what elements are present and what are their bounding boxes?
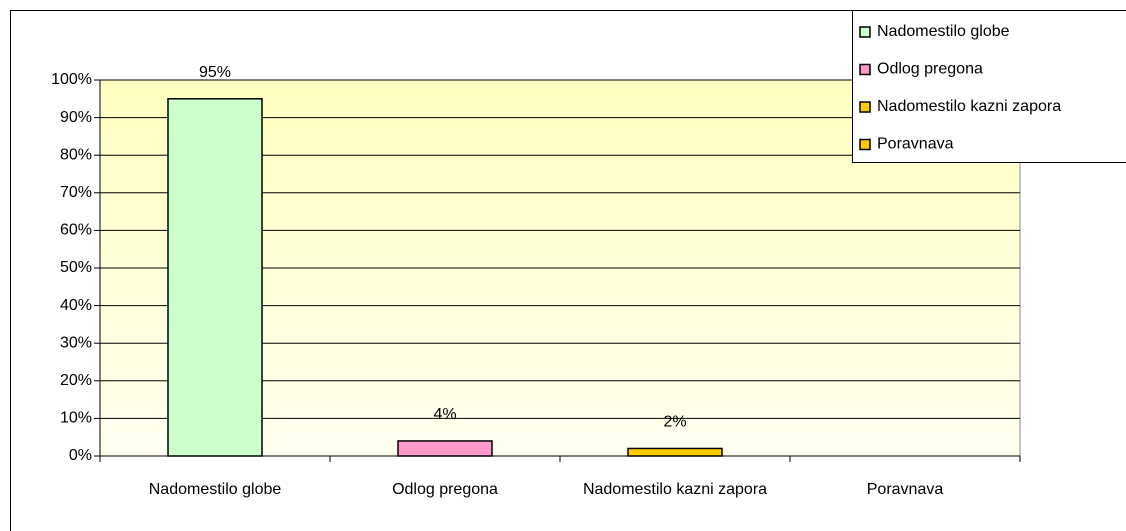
y-tick-label: 60%: [60, 222, 92, 239]
x-tick-label: Odlog pregona: [392, 481, 498, 498]
legend-swatch: [859, 138, 871, 151]
bar: [167, 98, 263, 457]
y-tick-label: 0%: [69, 447, 92, 464]
legend-swatch: [859, 101, 871, 113]
x-tick-label: Nadomestilo globe: [149, 481, 282, 498]
y-tick-label: 20%: [60, 372, 92, 389]
bar: [397, 440, 493, 457]
bar: [627, 447, 723, 457]
value-label: 4%: [433, 406, 456, 423]
x-tick-label: Poravnava: [867, 481, 944, 498]
y-tick-label: 30%: [60, 334, 92, 351]
legend-label: Nadomestilo kazni zapora: [877, 98, 1061, 115]
legend-label: Odlog pregona: [877, 61, 983, 78]
legend: Nadomestilo globe Odlog pregona Nadomestil…: [852, 10, 1126, 163]
legend-swatch: [859, 63, 871, 76]
value-label: 95%: [199, 64, 231, 81]
y-tick-label: 50%: [60, 259, 92, 276]
value-label: 2%: [663, 414, 686, 431]
legend-label: Nadomestilo globe: [877, 23, 1010, 40]
y-tick-label: 80%: [60, 146, 92, 163]
y-tick-label: 40%: [60, 297, 92, 314]
y-tick-label: 100%: [51, 71, 92, 88]
legend-swatch: [859, 26, 871, 38]
x-tick-label: Nadomestilo kazni zapora: [583, 481, 767, 498]
legend-label: Poravnava: [877, 136, 954, 153]
y-tick-label: 70%: [60, 184, 92, 201]
y-tick-label: 90%: [60, 109, 92, 126]
legend-box: [852, 10, 1126, 163]
y-tick-label: 10%: [60, 410, 92, 427]
